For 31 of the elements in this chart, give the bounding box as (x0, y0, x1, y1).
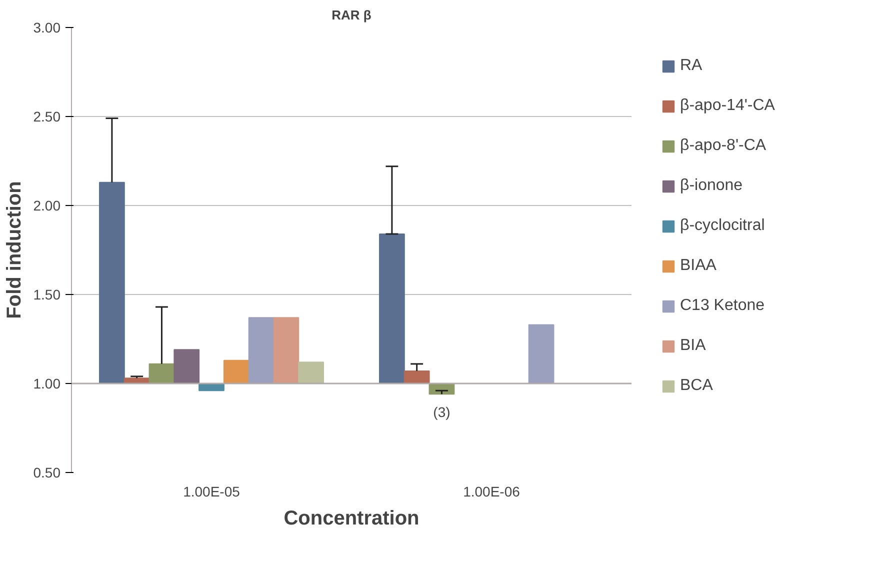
bar (248, 317, 274, 384)
legend-label: RA (680, 57, 702, 75)
bar (174, 349, 200, 384)
bar (99, 182, 125, 384)
bar (298, 362, 324, 384)
legend-label: BCA (680, 377, 713, 395)
legend-label: β-apo-14'-CA (680, 97, 775, 115)
y-tick-label: 1.50 (33, 286, 61, 302)
legend-label: β-ionone (680, 177, 743, 195)
bar (223, 360, 250, 384)
legend-label: β-apo-8'-CA (680, 137, 766, 155)
x-axis-title: Concentration (284, 508, 420, 530)
x-tick-label: 1.00E-06 (463, 484, 520, 500)
y-tick-label: 0.50 (33, 464, 61, 480)
y-tick-label: 2.50 (33, 108, 61, 124)
chart-title: RAR β (332, 8, 372, 22)
bar (148, 363, 175, 384)
legend-label: C13 Ketone (680, 297, 765, 315)
legend-label: β-cyclocitral (680, 217, 765, 235)
y-tick-label: 3.00 (33, 20, 61, 36)
y-axis-title: Fold induction (3, 181, 26, 319)
legend-label: BIAA (680, 257, 716, 275)
bar (273, 317, 300, 384)
bar (528, 324, 554, 384)
y-tick-label: 1.00 (33, 376, 61, 392)
legend-label: BIA (680, 337, 706, 355)
y-tick-label: 2.00 (33, 198, 61, 214)
bar (404, 370, 430, 384)
annotation: (3) (433, 404, 450, 420)
x-tick-label: 1.00E-05 (183, 484, 240, 500)
bar (379, 233, 405, 384)
